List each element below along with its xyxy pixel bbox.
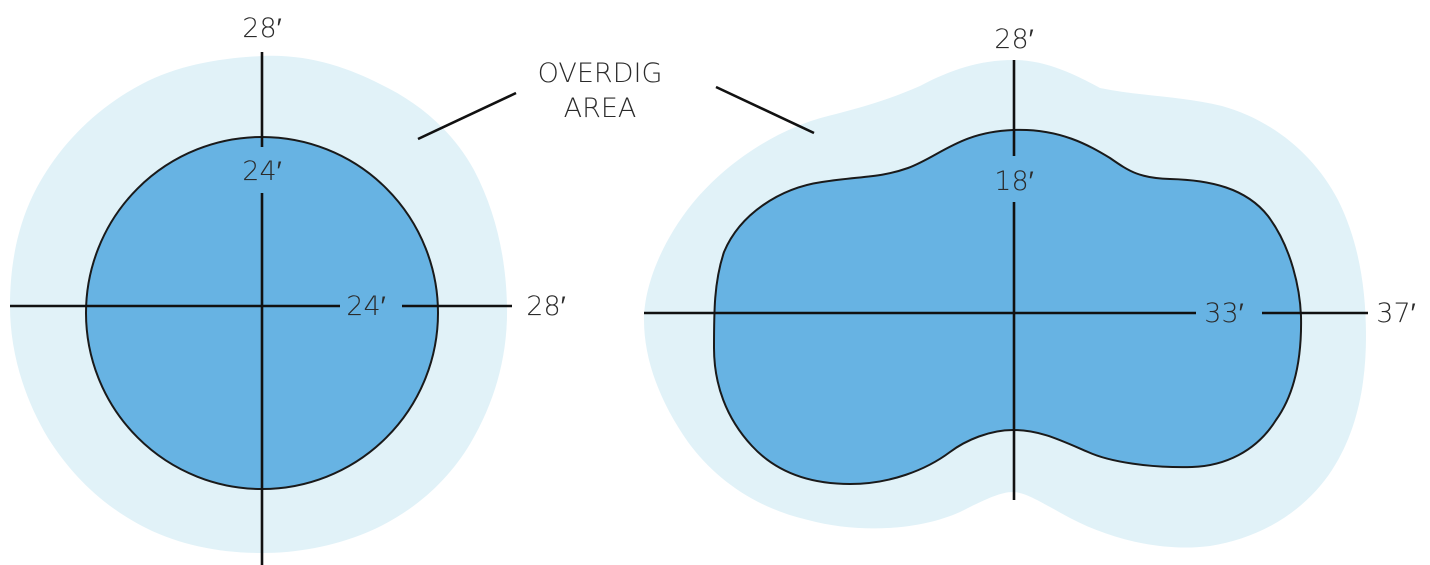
kidney-pool-overdig-vertical-label: 28′ [994, 24, 1033, 55]
round-pool-horizontal-label: 24′ [346, 291, 385, 322]
kidney-pool-figure: 28′ 18′ 33′ 37′ [644, 24, 1416, 548]
kidney-pool-horizontal-label: 33′ [1204, 298, 1243, 329]
overdig-callout: OVERDIG AREA [417, 58, 815, 141]
callout-label-line-2: AREA [564, 93, 637, 124]
kidney-pool-overdig-horizontal-label: 37′ [1376, 298, 1415, 329]
round-pool-vertical-label: 24′ [242, 156, 281, 187]
kidney-pool-vertical-label: 18′ [994, 166, 1033, 197]
callout-leader-right [715, 85, 815, 135]
round-pool-figure: 28′ 24′ 24′ 28′ [10, 13, 566, 565]
callout-label-line-1: OVERDIG [538, 58, 663, 89]
callout-leader-left [417, 91, 517, 141]
round-pool-overdig-horizontal-label: 28′ [526, 291, 565, 322]
round-pool-overdig-vertical-label: 28′ [242, 13, 281, 44]
